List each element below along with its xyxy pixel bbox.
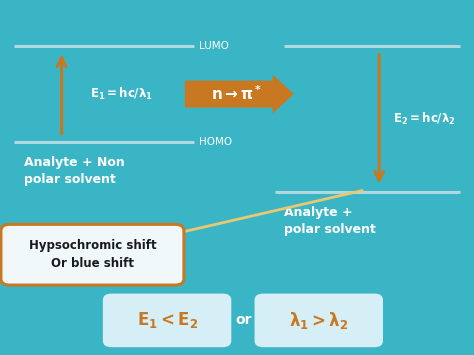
Text: LUMO: LUMO (199, 41, 229, 51)
Text: Hypsochromic shift
Or blue shift: Hypsochromic shift Or blue shift (28, 239, 156, 270)
Text: $\mathbf{E_1 = hc/\lambda_1}$: $\mathbf{E_1 = hc/\lambda_1}$ (90, 86, 153, 102)
Text: Analyte +
polar solvent: Analyte + polar solvent (284, 206, 376, 236)
FancyBboxPatch shape (1, 224, 184, 285)
Text: $\mathbf{\lambda_1 > \lambda_2}$: $\mathbf{\lambda_1 > \lambda_2}$ (289, 310, 348, 331)
Text: $\mathbf{n \rightarrow \pi^*}$: $\mathbf{n \rightarrow \pi^*}$ (211, 85, 263, 103)
FancyBboxPatch shape (103, 294, 231, 347)
FancyBboxPatch shape (255, 294, 383, 347)
Polygon shape (185, 75, 294, 114)
Text: $\mathbf{E_1 < E_2}$: $\mathbf{E_1 < E_2}$ (137, 310, 198, 331)
Text: Analyte + Non
polar solvent: Analyte + Non polar solvent (24, 156, 125, 186)
Text: or: or (236, 313, 252, 327)
Text: HOMO: HOMO (199, 137, 232, 147)
Text: $\mathbf{E_2 = hc/\lambda_2}$: $\mathbf{E_2 = hc/\lambda_2}$ (393, 111, 456, 127)
